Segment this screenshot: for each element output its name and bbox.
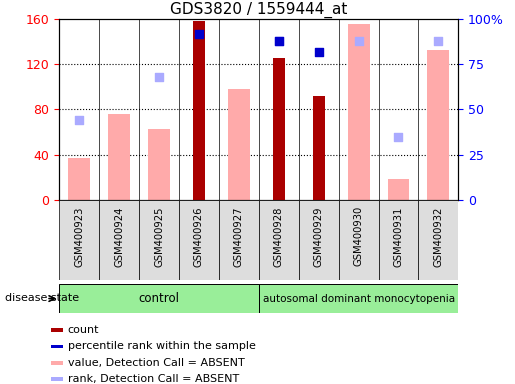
Bar [68,158,90,200]
Bar [427,50,450,200]
Point [354,38,363,44]
Bar [259,284,458,313]
Bar [348,24,370,200]
Bar [50,361,63,365]
Bar [387,179,409,200]
Bar [50,328,63,332]
Bar [139,200,179,280]
Point [195,31,203,37]
Point [434,38,442,44]
Bar [59,200,99,280]
Point [274,38,283,44]
Point [75,117,83,123]
Bar [108,114,130,200]
Text: GSM400925: GSM400925 [154,206,164,266]
Bar [299,200,339,280]
Text: control: control [139,292,180,305]
Bar [313,96,324,200]
Bar [273,58,285,200]
Text: GSM400923: GSM400923 [74,206,84,266]
Text: value, Detection Call = ABSENT: value, Detection Call = ABSENT [68,358,245,368]
Text: GSM400926: GSM400926 [194,206,204,266]
Bar [193,22,205,200]
Point [315,49,323,55]
Bar [99,200,139,280]
Text: GSM400932: GSM400932 [434,206,443,266]
Bar [339,200,379,280]
Bar [50,377,63,381]
Text: GSM400930: GSM400930 [354,206,364,266]
Text: percentile rank within the sample: percentile rank within the sample [68,341,255,351]
Text: GSM400928: GSM400928 [274,206,284,266]
Bar [179,200,219,280]
Text: autosomal dominant monocytopenia: autosomal dominant monocytopenia [263,293,455,304]
Text: GSM400924: GSM400924 [114,206,124,266]
Text: rank, Detection Call = ABSENT: rank, Detection Call = ABSENT [68,374,239,384]
Bar [50,344,63,348]
Bar [228,89,250,200]
Bar [418,200,458,280]
Bar [59,284,259,313]
Text: GSM400927: GSM400927 [234,206,244,266]
Point [274,38,283,44]
Bar [219,200,259,280]
Bar [148,129,170,200]
Title: GDS3820 / 1559444_at: GDS3820 / 1559444_at [170,2,348,18]
Point [394,134,403,140]
Text: disease state: disease state [5,293,79,303]
Bar [259,200,299,280]
Text: count: count [68,325,99,335]
Point [155,74,163,80]
Text: GSM400931: GSM400931 [393,206,403,266]
Text: GSM400929: GSM400929 [314,206,323,266]
Bar [379,200,418,280]
